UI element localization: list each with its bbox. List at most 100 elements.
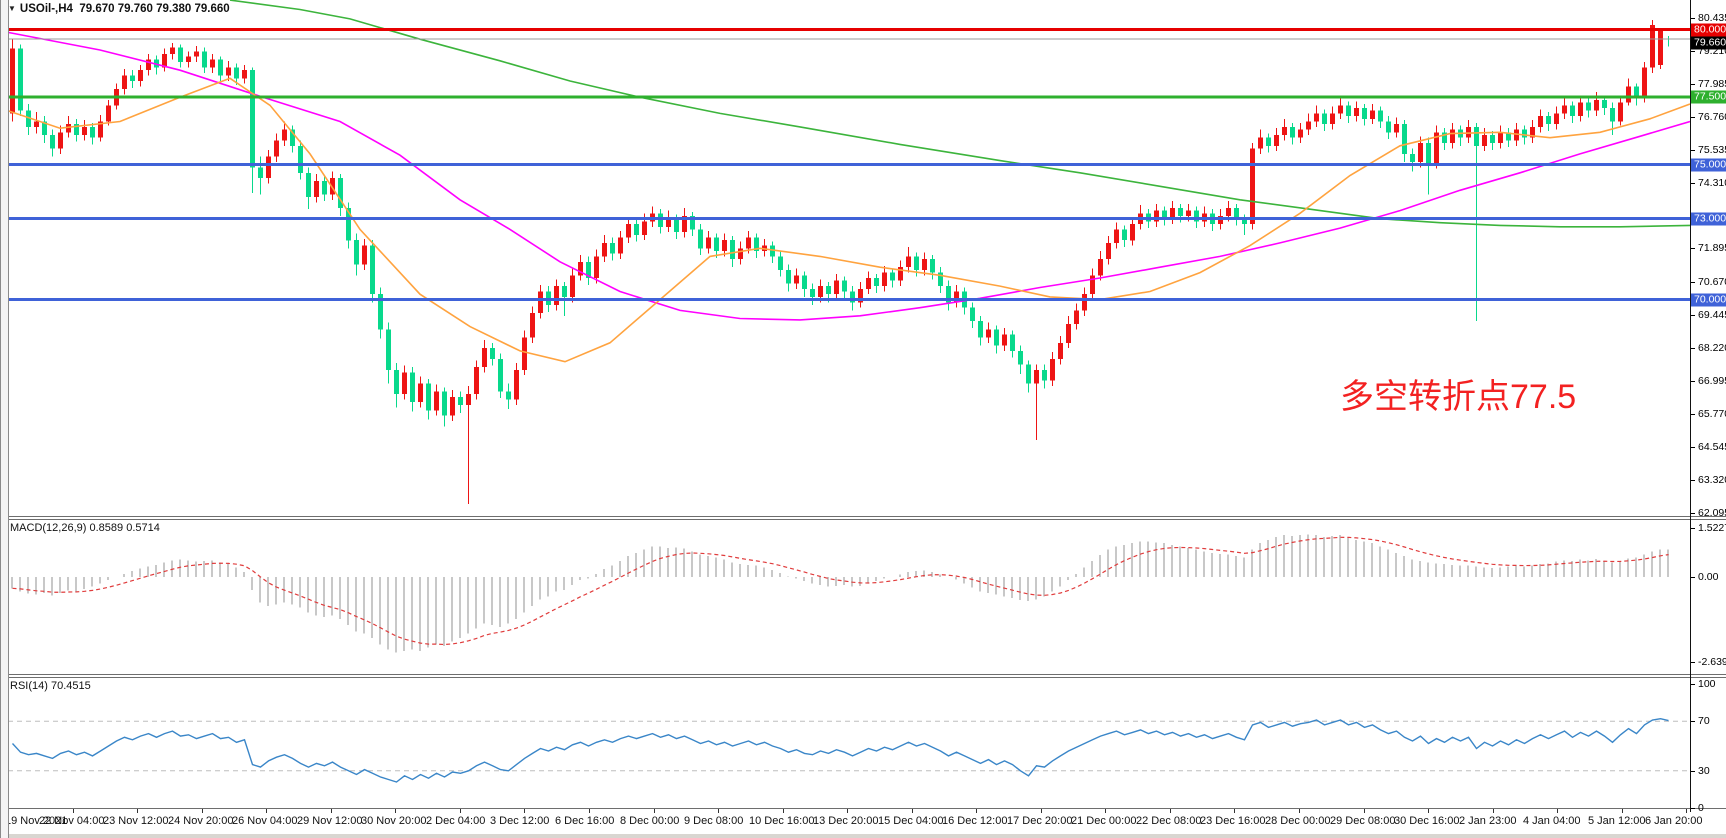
candle-body: [578, 261, 583, 276]
symbol-period-label: USOil-,H4: [19, 3, 73, 15]
candle-body: [810, 288, 815, 297]
candle-body: [1482, 135, 1487, 146]
candle-body: [218, 59, 223, 76]
candle-body: [1314, 113, 1319, 122]
candle-body: [954, 291, 959, 303]
candle-body: [682, 216, 687, 233]
time-label: 8 Dec 00:00: [620, 815, 680, 827]
price-badge-75.000: 75.000: [1691, 158, 1726, 172]
time-label: 6 Dec 16:00: [555, 815, 615, 827]
candle-body: [1298, 129, 1303, 138]
candle-body: [186, 56, 191, 63]
candle-body: [890, 272, 895, 281]
candle-body: [1090, 275, 1095, 295]
time-label: 16 Dec 12:00: [942, 815, 1008, 827]
candle-body: [162, 54, 167, 68]
price-badge-79.660: 79.660: [1691, 36, 1726, 50]
price-tick-63.32: 63.320: [1698, 474, 1726, 486]
candle-body: [898, 267, 903, 281]
candle-body: [130, 75, 135, 81]
price-axis[interactable]: 80.43579.21077.98576.76075.53574.31071.8…: [1691, 0, 1726, 814]
main-chart-panel[interactable]: [0, 0, 1690, 516]
candle-body: [866, 278, 871, 289]
time-tick: [1170, 809, 1171, 813]
time-tick: [912, 809, 913, 813]
candle-body: [370, 245, 375, 295]
candle-body: [1386, 121, 1391, 133]
candle-body: [1178, 207, 1183, 216]
rsi-axis-70: 70: [1698, 715, 1710, 727]
candle-body: [210, 59, 215, 68]
candle-body: [50, 135, 55, 149]
price-tick-74.31: 74.310: [1698, 177, 1726, 189]
candle-body: [194, 51, 199, 57]
candle-body: [90, 126, 95, 138]
candle-body: [1442, 132, 1447, 144]
candle-body: [170, 47, 175, 54]
candle-body: [586, 261, 591, 278]
time-tick: [1493, 809, 1494, 813]
candle-body: [98, 121, 103, 138]
time-axis[interactable]: 19 Nov 2021 22 Nov 04:00 23 Nov 12:00 24 No…: [0, 809, 1726, 838]
price-tick-70.67: 70.670: [1698, 276, 1726, 288]
candle-body: [202, 51, 207, 68]
candle-body: [1642, 67, 1647, 98]
time-tick: [524, 809, 525, 813]
candle-body: [634, 224, 639, 235]
candle-body: [1170, 207, 1175, 219]
time-tick: [73, 809, 74, 813]
candle-body: [298, 145, 303, 173]
annotation-text: 多空转折点77.5: [1340, 378, 1577, 416]
time-tick: [1105, 809, 1106, 813]
candle-body: [1570, 105, 1575, 117]
candle-body: [266, 156, 271, 179]
macd-panel[interactable]: [0, 520, 1690, 674]
candle-body: [1106, 242, 1111, 260]
rsi-name: RSI(14): [10, 680, 48, 692]
panel-separator[interactable]: [0, 674, 1726, 675]
price-badge-73.000: 73.000: [1691, 212, 1726, 226]
time-label: 15 Dec 04:00: [878, 815, 944, 827]
candle-body: [34, 121, 39, 127]
candle-body: [722, 240, 727, 251]
candle-body: [1514, 129, 1519, 141]
symbol-dropdown-icon[interactable]: ▼: [8, 4, 16, 13]
candle-body: [258, 167, 263, 179]
candle-body: [874, 278, 879, 287]
candle-body: [1242, 218, 1247, 225]
time-label: 24 Nov 20:00: [168, 815, 234, 827]
candle-body: [746, 237, 751, 249]
macd-indicator-label: MACD(12,26,9) 0.8589 0.5714: [10, 522, 160, 534]
rsi-panel[interactable]: [0, 678, 1690, 808]
axis-tick: [1691, 513, 1695, 514]
candle-body: [1538, 116, 1543, 127]
panel-separator[interactable]: [0, 677, 1726, 678]
candle-body: [1098, 259, 1103, 276]
candle-body: [1058, 342, 1063, 359]
price-tick-64.545: 64.545: [1698, 441, 1726, 453]
candle-body: [1370, 110, 1375, 119]
ma-medium-magenta: [7, 31, 1690, 321]
panel-separator[interactable]: [0, 516, 1726, 517]
candle-body: [1554, 113, 1559, 125]
time-label: 28 Dec 00:00: [1265, 815, 1331, 827]
panel-separator[interactable]: [0, 519, 1726, 520]
candle-body: [554, 286, 559, 305]
candle-body: [1410, 153, 1415, 162]
time-label: 6 Jan 20:00: [1645, 815, 1703, 827]
candle-body: [1186, 210, 1191, 216]
macd-axis--2.6392: -2.6392: [1698, 656, 1726, 668]
candle-body: [794, 275, 799, 284]
rsi-value: 70.4515: [50, 680, 91, 692]
ma-slow-green: [229, 0, 1690, 228]
candle-body: [1250, 148, 1255, 225]
candle-body: [538, 291, 543, 314]
candle-body: [754, 237, 759, 251]
time-tick: [460, 809, 461, 813]
candle-body: [1066, 323, 1071, 343]
candle-body: [770, 245, 775, 257]
macd-main-value: 0.8589: [89, 522, 124, 534]
candle-body: [234, 67, 239, 79]
candle-body: [986, 329, 991, 338]
candle-body: [514, 369, 519, 400]
